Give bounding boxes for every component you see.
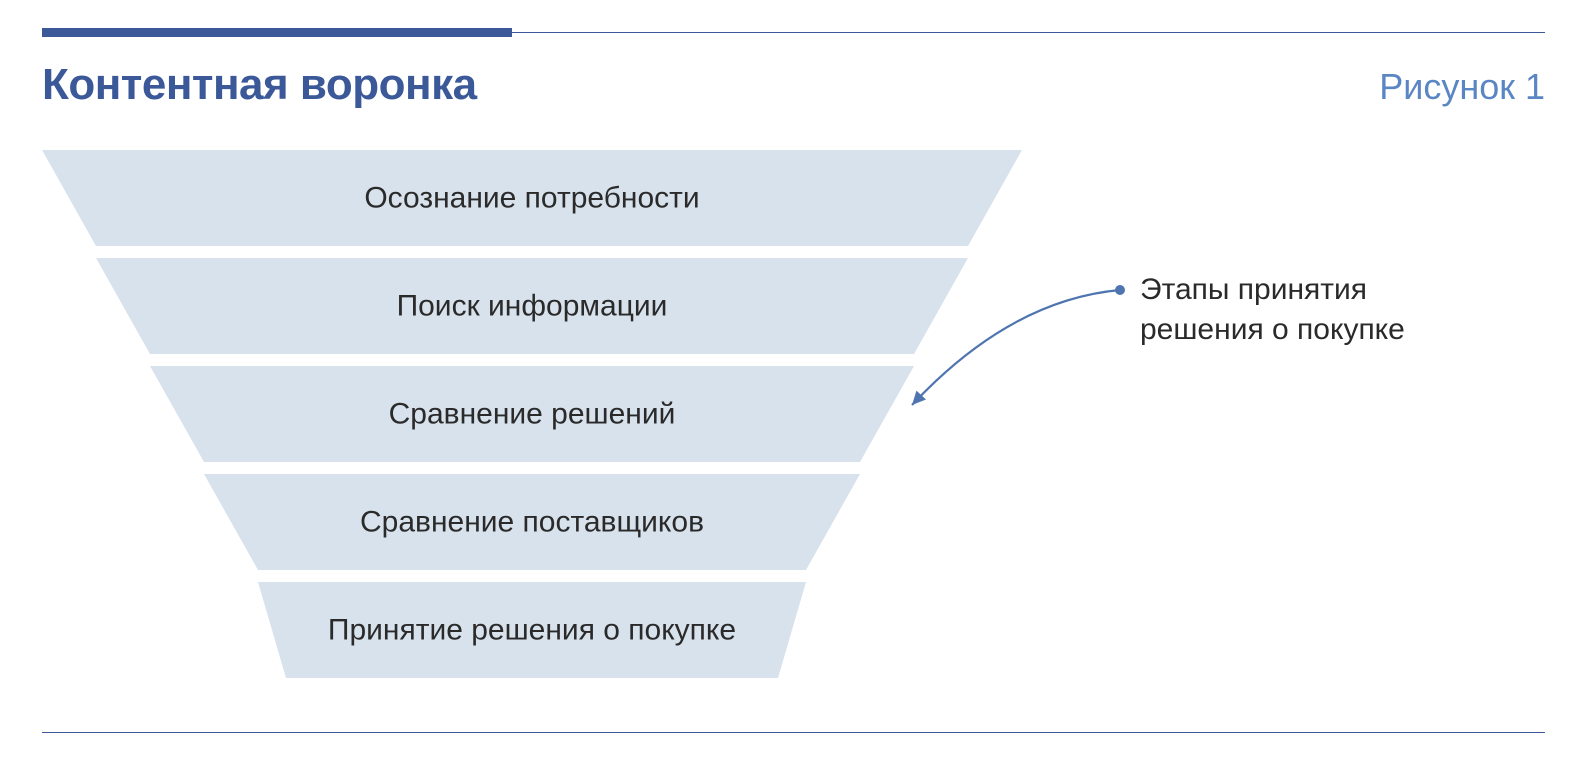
- figure-page: Контентная воронка Рисунок 1 Осознание п…: [0, 0, 1587, 765]
- funnel-stage-label: Поиск информации: [397, 290, 668, 323]
- annotation-line2: решения о покупке: [1140, 310, 1405, 350]
- bottom-rule: [42, 732, 1545, 733]
- annotation-label: Этапы принятия решения о покупке: [1140, 270, 1405, 350]
- funnel-stage-label: Осознание потребности: [364, 182, 699, 215]
- funnel-stage-label: Сравнение поставщиков: [360, 506, 704, 539]
- funnel-diagram: Осознание потребности Поиск информации Сра…: [42, 150, 1022, 710]
- annotation-line1: Этапы принятия: [1140, 270, 1405, 310]
- figure-header: Контентная воронка Рисунок 1: [42, 60, 1545, 110]
- funnel-stage-label: Принятие решения о покупке: [328, 614, 736, 647]
- funnel-stage-label: Сравнение решений: [389, 398, 676, 431]
- figure-number-label: Рисунок 1: [1379, 66, 1545, 108]
- annotation-dot-icon: [1115, 285, 1125, 295]
- figure-title: Контентная воронка: [42, 60, 477, 110]
- top-rule-bold: [42, 28, 512, 37]
